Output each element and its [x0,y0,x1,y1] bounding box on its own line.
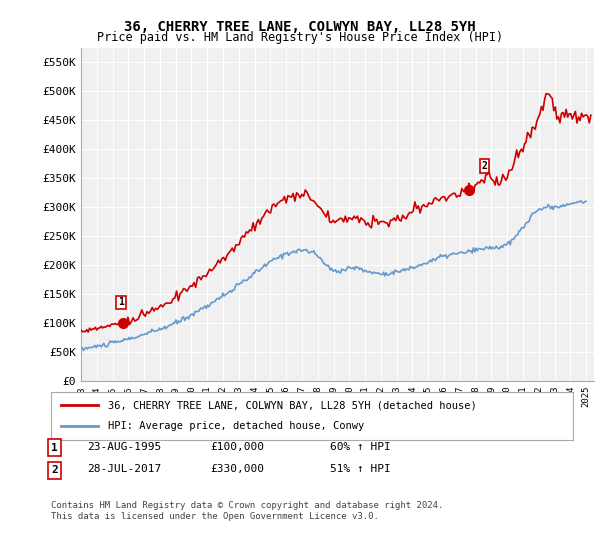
Text: 2: 2 [51,465,58,475]
Text: 1: 1 [118,297,124,307]
Text: 51% ↑ HPI: 51% ↑ HPI [330,464,391,474]
Text: 28-JUL-2017: 28-JUL-2017 [87,464,161,474]
Text: 1: 1 [51,443,58,453]
Text: 23-AUG-1995: 23-AUG-1995 [87,442,161,452]
Text: £100,000: £100,000 [210,442,264,452]
Text: HPI: Average price, detached house, Conwy: HPI: Average price, detached house, Conw… [109,421,365,431]
Text: 36, CHERRY TREE LANE, COLWYN BAY, LL28 5YH: 36, CHERRY TREE LANE, COLWYN BAY, LL28 5… [124,20,476,34]
Text: £330,000: £330,000 [210,464,264,474]
Text: 60% ↑ HPI: 60% ↑ HPI [330,442,391,452]
Text: Price paid vs. HM Land Registry's House Price Index (HPI): Price paid vs. HM Land Registry's House … [97,31,503,44]
Text: 36, CHERRY TREE LANE, COLWYN BAY, LL28 5YH (detached house): 36, CHERRY TREE LANE, COLWYN BAY, LL28 5… [109,400,477,410]
Text: 2: 2 [481,161,487,171]
Text: Contains HM Land Registry data © Crown copyright and database right 2024.
This d: Contains HM Land Registry data © Crown c… [51,501,443,521]
